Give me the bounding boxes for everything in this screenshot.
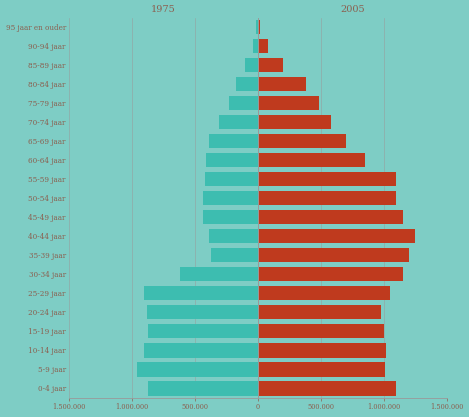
Bar [209, 229, 257, 244]
Bar [209, 134, 257, 148]
Bar [257, 77, 306, 91]
Bar [257, 153, 365, 168]
Bar [257, 172, 396, 186]
Bar [180, 267, 257, 281]
Bar [257, 267, 403, 281]
Bar [144, 343, 257, 357]
Bar [257, 39, 268, 53]
Bar [257, 286, 390, 301]
Bar [204, 191, 257, 206]
Bar [205, 172, 257, 186]
Bar [206, 153, 257, 168]
Bar [257, 343, 386, 357]
Bar [257, 191, 396, 206]
Bar [211, 248, 257, 262]
Bar [144, 286, 257, 301]
Bar [257, 58, 283, 73]
Bar [229, 96, 257, 111]
Bar [257, 115, 331, 129]
Bar [245, 58, 257, 73]
Bar [148, 381, 257, 395]
Bar [136, 362, 257, 377]
Bar [257, 229, 415, 244]
Bar [257, 248, 409, 262]
Bar [257, 20, 259, 34]
Bar [257, 96, 319, 111]
Bar [257, 134, 346, 148]
Text: 1975: 1975 [151, 5, 175, 14]
Bar [219, 115, 257, 129]
Bar [257, 210, 403, 224]
Bar [148, 324, 257, 339]
Bar [257, 305, 381, 319]
Bar [257, 324, 384, 339]
Bar [236, 77, 257, 91]
Bar [204, 210, 257, 224]
Text: 2005: 2005 [340, 5, 364, 14]
Bar [257, 362, 385, 377]
Bar [257, 381, 396, 395]
Bar [253, 39, 257, 53]
Bar [147, 305, 257, 319]
